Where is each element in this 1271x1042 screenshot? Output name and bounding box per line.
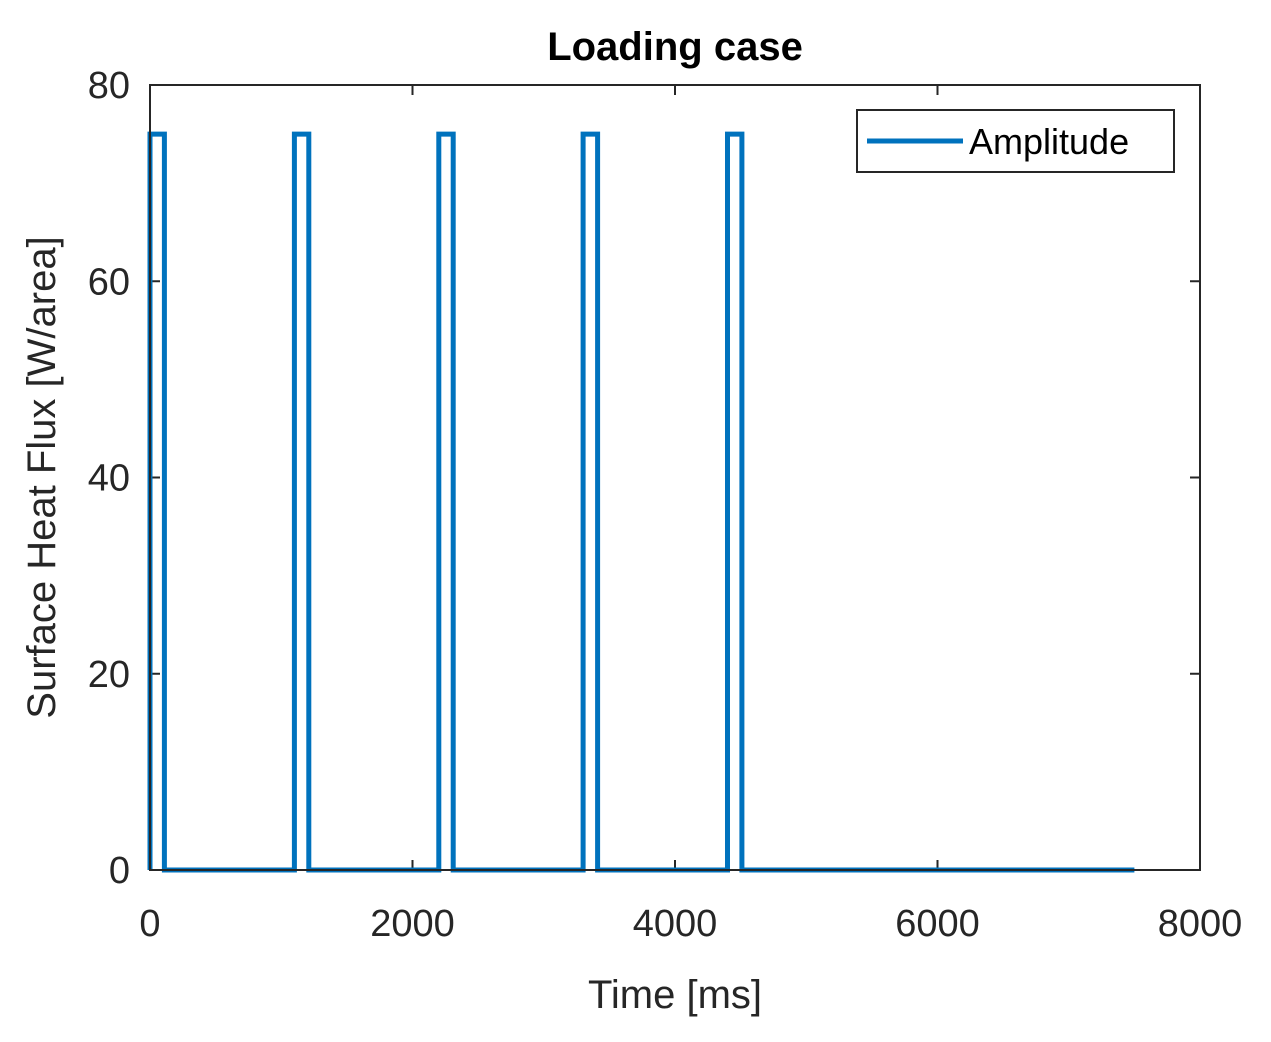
x-axis-label: Time [ms] [588, 973, 762, 1017]
x-tick-label: 6000 [895, 903, 980, 945]
x-tick-label: 2000 [370, 903, 455, 945]
y-tick-label: 40 [88, 458, 130, 500]
tick-labels: 0 2000 4000 6000 8000 0 20 40 60 80 [88, 65, 1243, 945]
y-tick-label: 60 [88, 261, 130, 303]
x-tick-label: 8000 [1158, 903, 1243, 945]
chart-title: Loading case [547, 25, 803, 69]
x-tick-label: 0 [139, 903, 160, 945]
x-tick-label: 4000 [633, 903, 718, 945]
y-axis-label: Surface Heat Flux [W/area] [20, 236, 64, 718]
y-tick-label: 20 [88, 654, 130, 696]
y-tick-label: 80 [88, 65, 130, 107]
legend-label-amplitude: Amplitude [969, 121, 1129, 162]
series-line-amplitude [147, 131, 1135, 873]
y-tick-label: 0 [109, 850, 130, 892]
plot-frame [149, 84, 1201, 871]
series-layer [147, 131, 1135, 873]
legend: Amplitude [856, 109, 1175, 173]
